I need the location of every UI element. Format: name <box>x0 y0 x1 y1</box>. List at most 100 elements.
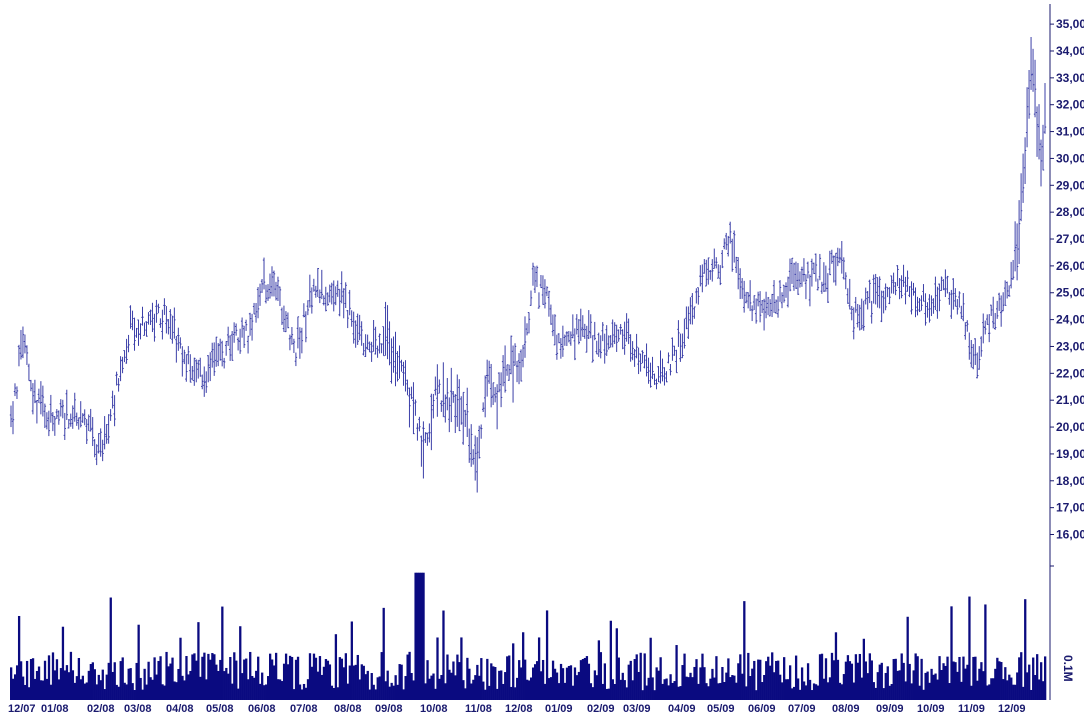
price-bar <box>55 409 59 420</box>
volume-bar <box>452 661 455 700</box>
volume-bar <box>21 676 25 700</box>
price-tick-label: 20,00 <box>1056 420 1084 434</box>
volume-bar <box>123 682 126 700</box>
price-bar <box>770 293 774 318</box>
price-axis: 16,00 17,00 18,00 19,00 20,00 21,00 22,00 23,00… <box>1049 4 1084 700</box>
volume-bar <box>1026 672 1029 700</box>
price-bar <box>729 221 732 244</box>
price-bar <box>248 312 252 336</box>
price-bar <box>579 308 582 341</box>
volume-bar <box>569 665 573 700</box>
volume-bar <box>13 674 17 700</box>
volume-axis: 0.1M <box>1061 655 1075 682</box>
volume-bar <box>908 663 911 700</box>
volume-bar <box>500 670 503 700</box>
price-bar <box>250 313 254 341</box>
volume-bar <box>942 663 945 700</box>
price-bar <box>145 321 148 337</box>
volume-bar <box>637 671 640 700</box>
price-bar <box>912 282 915 296</box>
volume-bar <box>346 683 349 700</box>
price-bar <box>746 292 750 309</box>
volume-bar <box>683 653 686 700</box>
volume-bar <box>39 680 43 700</box>
price-bar <box>677 320 680 347</box>
volume-bar <box>1000 662 1003 700</box>
volume-bar <box>898 670 901 700</box>
price-bar <box>631 341 634 361</box>
price-bar <box>790 257 794 284</box>
volume-bar <box>810 690 814 700</box>
price-bar <box>25 345 29 365</box>
volume-bar <box>145 684 148 700</box>
volume-bar <box>902 662 905 700</box>
volume-bar <box>792 686 796 700</box>
volume-bar <box>531 667 535 700</box>
volume-bar <box>143 668 146 700</box>
price-bar <box>29 379 33 392</box>
price-bar <box>35 400 39 424</box>
volume-bar <box>380 652 383 700</box>
x-tick-label: 03/08 <box>124 703 152 713</box>
price-bar <box>23 334 27 354</box>
volume-bar <box>490 663 493 700</box>
price-bar <box>856 303 859 328</box>
price-bar <box>426 432 429 446</box>
price-bar <box>918 298 921 313</box>
volume-bar <box>91 662 94 700</box>
price-bar <box>17 344 21 367</box>
price-bar <box>328 284 331 303</box>
price-bar <box>167 319 170 335</box>
volume-bar <box>944 665 947 700</box>
price-bar <box>348 289 351 316</box>
volume-bar <box>197 622 200 700</box>
volume-bar <box>101 669 104 700</box>
price-tick-label: 18,00 <box>1056 474 1084 488</box>
price-bar <box>286 312 290 329</box>
volume-bar <box>653 690 656 700</box>
price-bar <box>73 392 76 422</box>
price-bar <box>173 307 176 339</box>
volume-bar <box>703 667 706 700</box>
volume-bar <box>1032 657 1035 700</box>
volume-bar <box>914 653 917 700</box>
volume-bar <box>390 682 393 700</box>
volume-bar <box>11 678 15 700</box>
price-bar <box>627 318 630 345</box>
price-bar <box>497 372 501 393</box>
volume-bar <box>613 683 616 700</box>
price-bar <box>392 336 395 373</box>
price-bar <box>268 273 272 299</box>
volume-bar <box>763 674 766 700</box>
volume-bar <box>253 677 256 700</box>
volume-bar <box>822 678 826 700</box>
price-bar <box>507 364 511 381</box>
volume-bar <box>522 632 525 700</box>
volume-bar <box>687 677 690 700</box>
price-bar <box>101 439 104 462</box>
volume-bar <box>386 670 389 700</box>
price-bar <box>866 290 869 310</box>
x-tick-label: 07/09 <box>788 703 816 713</box>
price-bar <box>234 323 238 336</box>
volume-bar <box>808 679 812 700</box>
price-bar <box>609 335 612 348</box>
price-bar <box>828 250 832 276</box>
price-bar <box>936 286 939 319</box>
volume-bar <box>1020 652 1023 700</box>
price-bar <box>830 249 834 264</box>
volume-bar <box>392 685 395 700</box>
volume-bar <box>203 652 206 700</box>
price-bar <box>844 272 847 290</box>
price-bar <box>850 306 853 321</box>
price-bar <box>908 286 911 298</box>
volume-bar <box>83 683 87 700</box>
price-tick-label: 28,00 <box>1056 205 1084 219</box>
price-bar <box>296 316 300 349</box>
volume-bar <box>245 658 248 700</box>
volume-bar <box>408 651 411 700</box>
volume-bar <box>25 660 29 700</box>
x-tick-label: 06/09 <box>748 703 776 713</box>
price-bar <box>408 387 411 428</box>
price-bar <box>561 325 565 357</box>
